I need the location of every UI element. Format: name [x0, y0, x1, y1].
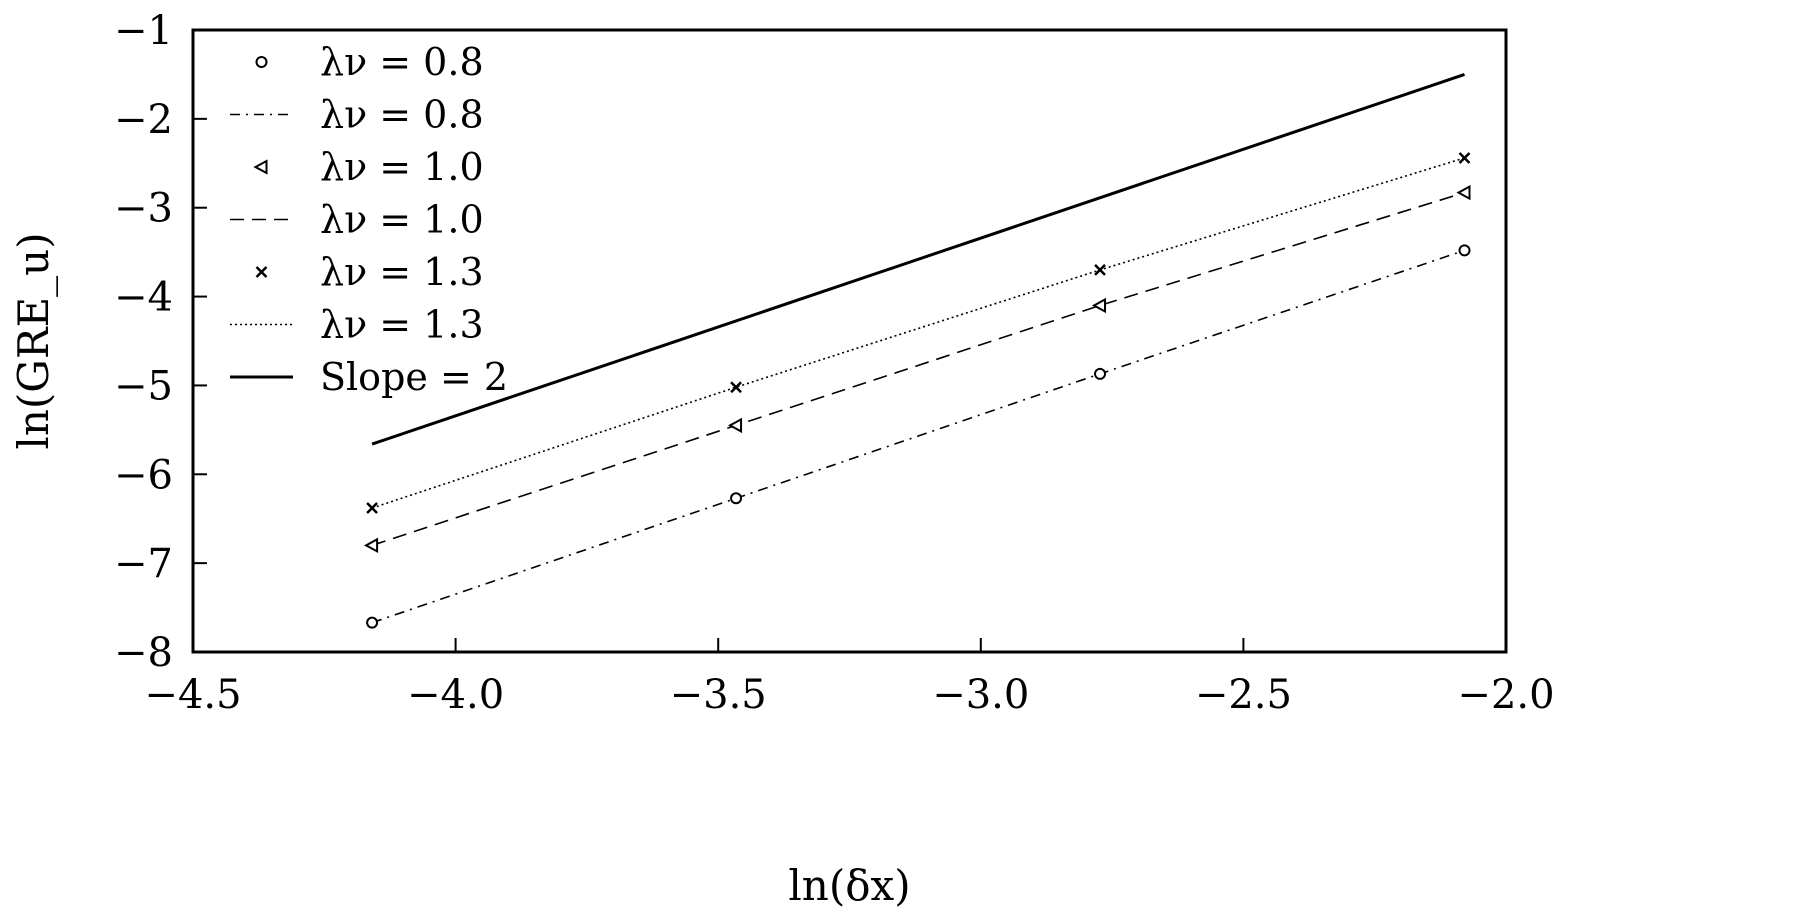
legend-label: λν = 1.3 [320, 250, 484, 294]
x-marker-stroke [1094, 264, 1106, 276]
series-line-1 [371, 249, 1465, 624]
x-tick-label: −4.5 [144, 672, 241, 718]
legend-item: λν = 1.0 [253, 145, 484, 189]
x-marker-stroke [366, 502, 378, 514]
y-axis-label: ln(GRE_u) [9, 232, 58, 449]
series-point-2 [727, 417, 743, 434]
x-tick-label: −2.0 [1457, 672, 1554, 718]
series-point-4 [1458, 152, 1471, 164]
legend: λν = 0.8 λν = 0.8 λν = 1.0 λν = 1.0 λν = 1.3… [230, 40, 508, 399]
x-tick-label: −4.0 [407, 672, 504, 718]
series-point-4 [366, 502, 378, 514]
x-marker-stroke [1458, 152, 1471, 164]
x-tick-label: −3.0 [932, 672, 1029, 718]
x-axis: −4.5 −4.0 −3.5 −3.0 −2.5 −2.0 [144, 638, 1555, 718]
x-axis-label: ln(δx) [788, 861, 910, 910]
legend-label: Slope = 2 [320, 355, 508, 399]
legend-item: λν = 0.8 [255, 40, 484, 84]
legend-label: λν = 0.8 [320, 40, 484, 84]
legend-item: λν = 1.3 [230, 303, 484, 347]
y-tick-label: −6 [114, 452, 173, 498]
y-tick-label: −4 [114, 275, 173, 321]
plot-frame [191, 28, 1508, 654]
legend-marker [255, 56, 268, 68]
plot-marks [364, 73, 1471, 629]
y-tick-label: −8 [114, 630, 173, 676]
series-point-2 [364, 537, 379, 554]
series-point-4 [1094, 264, 1106, 276]
x-marker-stroke [255, 266, 268, 278]
series-point-0 [1458, 244, 1471, 257]
legend-item: λν = 1.3 [255, 250, 484, 294]
series-line-6 [371, 73, 1465, 446]
y-tick-label: −7 [114, 541, 173, 587]
legend-label: λν = 1.0 [320, 145, 484, 189]
y-tick-label: −3 [114, 186, 173, 232]
series-point-0 [730, 492, 743, 505]
series-point-2 [1456, 184, 1471, 201]
series-point-0 [366, 616, 379, 629]
x-tick-label: −3.5 [670, 672, 767, 718]
x-marker-stroke [730, 381, 742, 394]
y-tick-label: −5 [114, 363, 173, 409]
legend-marker [253, 159, 268, 175]
series-point-2 [1091, 297, 1107, 314]
legend-label: λν = 1.0 [320, 198, 484, 242]
series-point-0 [1094, 367, 1107, 380]
series-line-5 [371, 157, 1465, 509]
legend-item: Slope = 2 [230, 355, 508, 399]
x-tick-label: −2.5 [1195, 672, 1292, 718]
y-tick-label: −1 [114, 8, 173, 54]
legend-item: λν = 0.8 [230, 93, 484, 137]
series-line-3 [371, 191, 1465, 547]
series-point-4 [730, 381, 742, 394]
legend-item: λν = 1.0 [230, 198, 484, 242]
legend-marker [255, 266, 268, 278]
legend-label: λν = 0.8 [320, 93, 484, 137]
y-tick-label: −2 [114, 97, 173, 143]
legend-label: λν = 1.3 [320, 303, 484, 347]
y-axis: −1 −2 −3 −4 −5 −6 −7 −8 [114, 8, 207, 676]
